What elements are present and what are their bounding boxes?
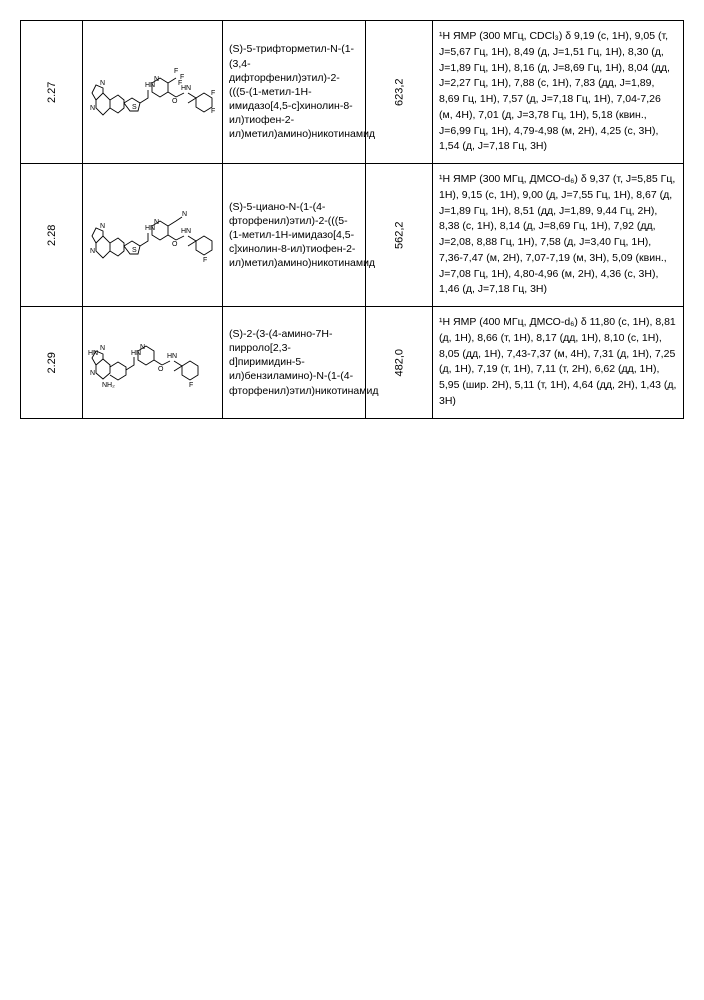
nmr-cell: ¹H ЯМР (300 МГц, CDCl₃) δ 9,19 (с, 1H), …	[433, 21, 684, 164]
mass-value: 562,2	[391, 221, 408, 249]
table-row: 2.27 N N S HN	[21, 21, 684, 164]
molecule-structure-icon: N N S HN N F F F	[88, 45, 218, 140]
compound-number-cell: 2.29	[21, 307, 83, 419]
nmr-cell: ¹H ЯМР (300 МГц, ДМСО-d₆) δ 9,37 (т, J=5…	[433, 164, 684, 307]
svg-text:HN: HN	[131, 350, 141, 357]
svg-text:N: N	[90, 248, 95, 255]
svg-text:F: F	[174, 68, 178, 75]
svg-text:N: N	[100, 80, 105, 87]
svg-text:HN: HN	[145, 225, 155, 232]
svg-text:NH₂: NH₂	[102, 382, 115, 389]
compound-number-cell: 2.27	[21, 21, 83, 164]
svg-text:F: F	[189, 382, 193, 389]
svg-text:O: O	[172, 241, 178, 248]
svg-text:F: F	[203, 257, 207, 264]
svg-text:HN: HN	[167, 353, 177, 360]
svg-text:N: N	[154, 219, 159, 226]
svg-text:HN: HN	[145, 82, 155, 89]
svg-text:O: O	[172, 98, 178, 105]
mass-cell: 623,2	[366, 21, 433, 164]
nmr-text: ¹H ЯМР (400 МГц, ДМСО-d₆) δ 11,80 (с, 1H…	[439, 316, 676, 407]
structure-cell: N N S HN N N O HN F	[83, 164, 223, 307]
compound-number: 2.28	[43, 224, 60, 245]
svg-text:N: N	[90, 370, 95, 377]
svg-text:F: F	[211, 90, 215, 97]
svg-text:S: S	[132, 247, 137, 254]
svg-text:HN: HN	[181, 85, 191, 92]
compound-name-cell: (S)-5-трифторметил-N-(1-(3,4-дифторфенил…	[223, 21, 366, 164]
nmr-text: ¹H ЯМР (300 МГц, CDCl₃) δ 9,19 (с, 1H), …	[439, 30, 670, 152]
molecule-structure-icon: N N HN NH₂ HN N O HN	[88, 315, 218, 410]
svg-text:S: S	[132, 104, 137, 111]
structure-cell: N N S HN N F F F	[83, 21, 223, 164]
nmr-cell: ¹H ЯМР (400 МГц, ДМСО-d₆) δ 11,80 (с, 1H…	[433, 307, 684, 419]
svg-text:O: O	[158, 366, 164, 373]
svg-text:F: F	[211, 108, 215, 115]
mass-value: 623,2	[391, 78, 408, 106]
compound-table: 2.27 N N S HN	[20, 20, 684, 419]
compound-number: 2.29	[43, 352, 60, 373]
compound-number-cell: 2.28	[21, 164, 83, 307]
compound-name: (S)-5-циано-N-(1-(4-фторфенил)этил)-2-((…	[229, 201, 375, 270]
molecule-structure-icon: N N S HN N N O HN F	[88, 188, 218, 283]
structure-cell: N N HN NH₂ HN N O HN	[83, 307, 223, 419]
table-row: 2.29 N N HN NH₂ HN N	[21, 307, 684, 419]
svg-text:N: N	[140, 344, 145, 351]
svg-text:N: N	[182, 211, 187, 218]
mass-cell: 562,2	[366, 164, 433, 307]
compound-name: (S)-5-трифторметил-N-(1-(3,4-дифторфенил…	[229, 43, 375, 140]
compound-name-cell: (S)-5-циано-N-(1-(4-фторфенил)этил)-2-((…	[223, 164, 366, 307]
svg-text:N: N	[100, 223, 105, 230]
table-row: 2.28 N N S HN N N	[21, 164, 684, 307]
svg-text:HN: HN	[181, 228, 191, 235]
svg-text:N: N	[90, 105, 95, 112]
svg-text:N: N	[154, 76, 159, 83]
nmr-text: ¹H ЯМР (300 МГц, ДМСО-d₆) δ 9,37 (т, J=5…	[439, 173, 675, 295]
svg-text:N: N	[100, 345, 105, 352]
svg-text:HN: HN	[88, 350, 98, 357]
mass-cell: 482,0	[366, 307, 433, 419]
compound-number: 2.27	[43, 81, 60, 102]
mass-value: 482,0	[391, 348, 408, 376]
compound-name: (S)-2-(3-(4-амино-7H-пирроло[2,3-d]пирим…	[229, 328, 378, 397]
compound-name-cell: (S)-2-(3-(4-амино-7H-пирроло[2,3-d]пирим…	[223, 307, 366, 419]
